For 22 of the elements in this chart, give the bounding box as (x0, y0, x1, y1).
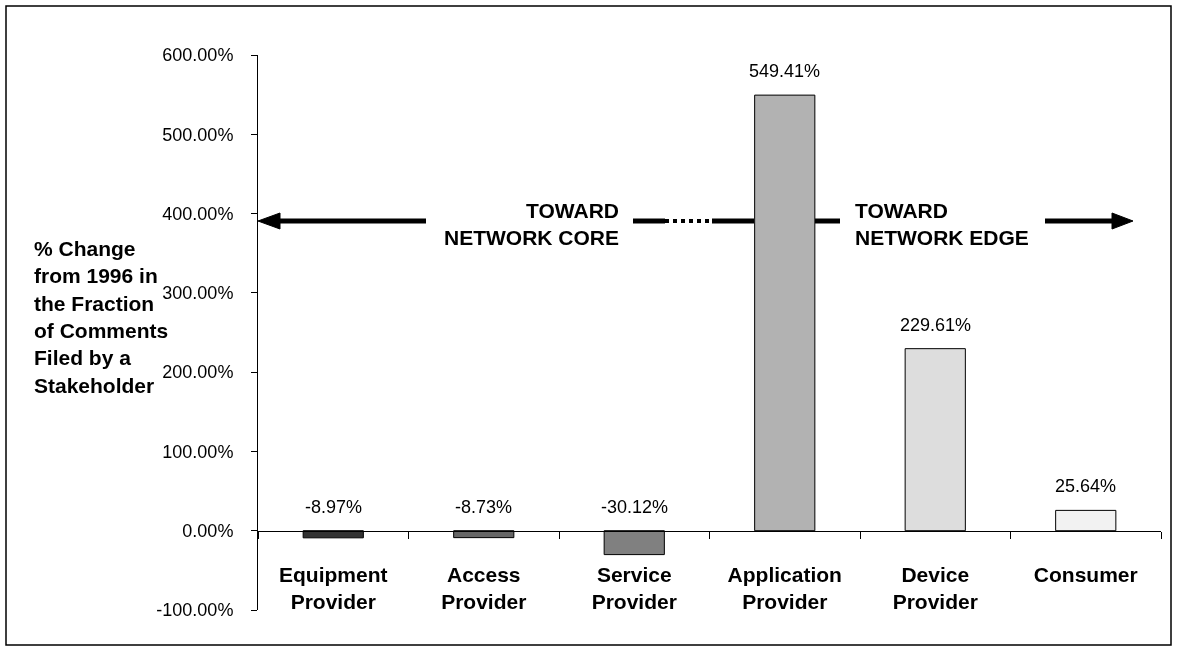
data-label: -8.73% (455, 497, 513, 517)
x-tick-label: Access Provider (441, 562, 527, 614)
data-label: -8.97% (305, 497, 363, 517)
y-tick-label: 600.00% (162, 45, 234, 66)
y-tick-label: -100.00% (156, 600, 234, 621)
annotation: TOWARD NETWORK CORE (444, 199, 619, 250)
x-tick-label: Equipment Provider (279, 562, 388, 614)
y-tick-label: 400.00% (162, 203, 234, 224)
y-tick-label: 300.00% (162, 283, 234, 304)
x-tick-label: Application Provider (727, 562, 842, 614)
data-label: 25.64% (1055, 476, 1117, 496)
x-tick-label: Device Provider (892, 562, 978, 614)
annotation: TOWARD NETWORK EDGE (855, 199, 1029, 250)
y-tick-label: 100.00% (162, 441, 234, 462)
x-tick-label: Service Provider (591, 562, 677, 614)
data-label: 229.61% (900, 315, 972, 335)
data-label: 549.41% (749, 61, 821, 81)
x-tick-label: Consumer (1033, 562, 1138, 586)
y-tick-label: 0.00% (182, 521, 234, 542)
data-label: -30.12% (601, 497, 669, 517)
y-tick-label: 500.00% (162, 124, 234, 145)
y-tick-label: 200.00% (162, 362, 234, 383)
